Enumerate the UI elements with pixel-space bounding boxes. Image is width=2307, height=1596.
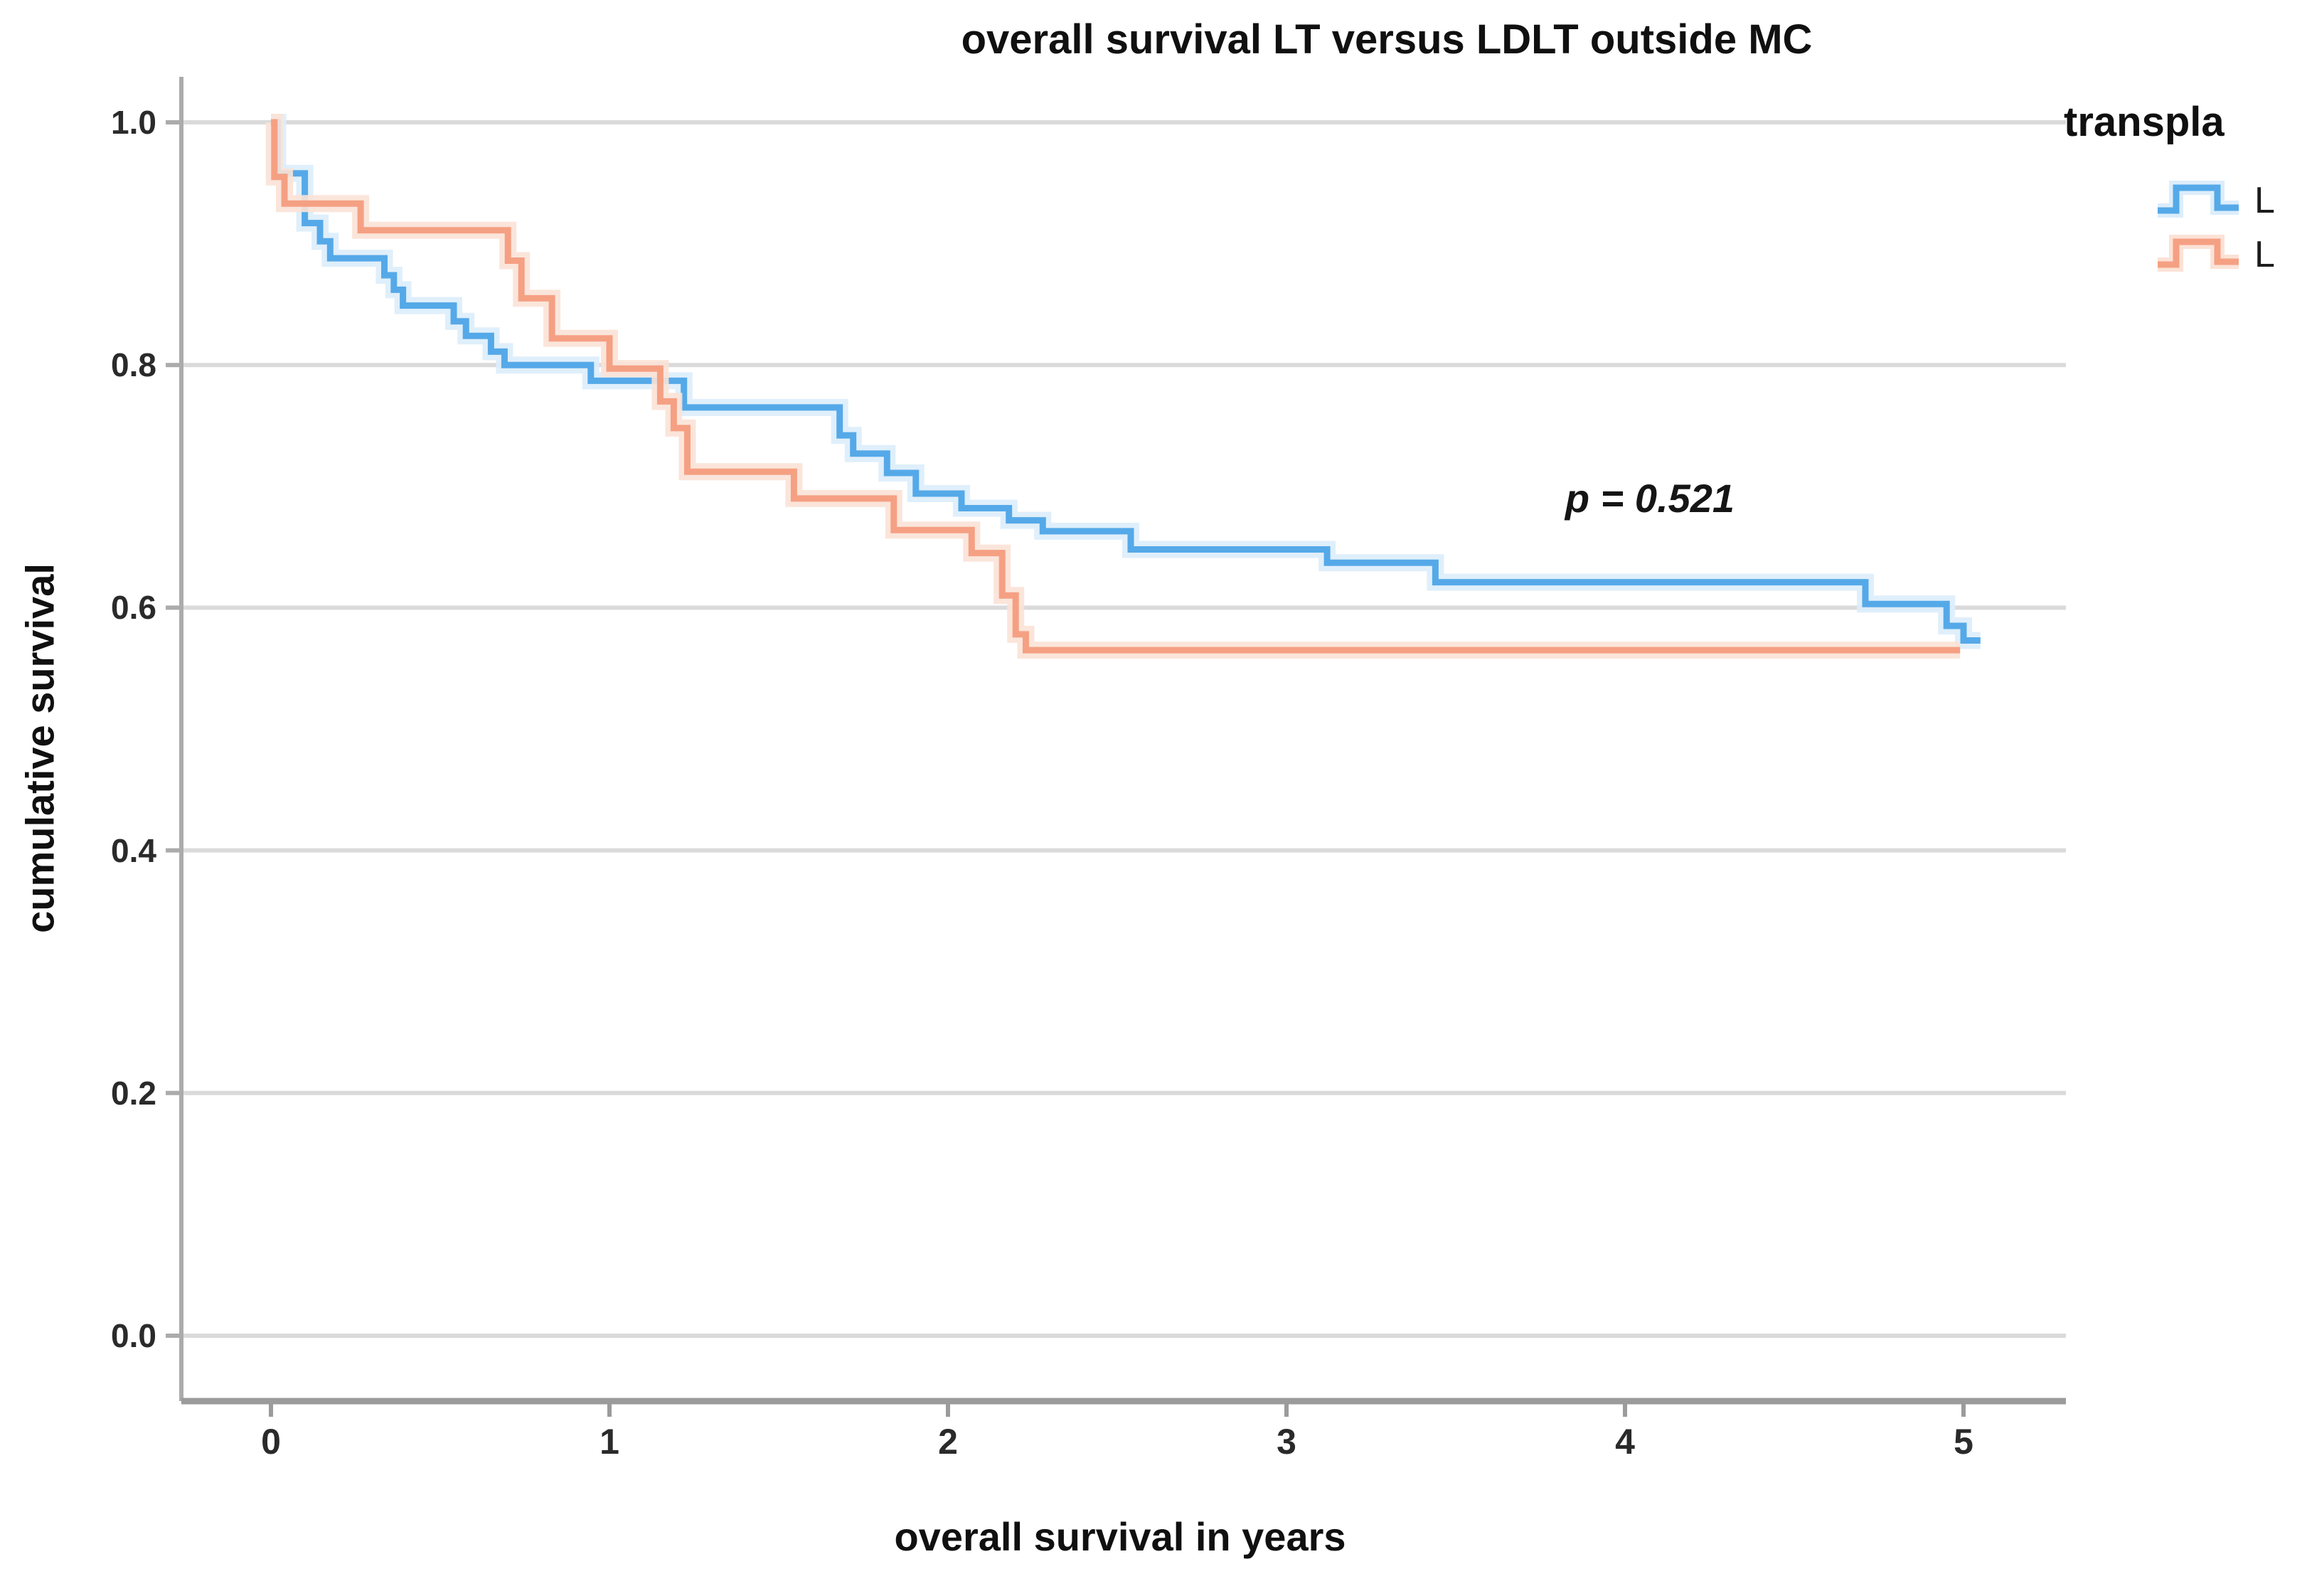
x-tick-label: 3 (1277, 1422, 1296, 1462)
p-value-annotation: p = 0.521 (1565, 476, 1735, 521)
legend-item-label: L (2254, 180, 2275, 221)
series-1-halo (265, 114, 1961, 659)
x-tick-label: 0 (261, 1422, 281, 1462)
y-tick-label: 0.2 (111, 1074, 156, 1112)
step-line-icon (2158, 235, 2239, 272)
x-tick-label: 5 (1954, 1422, 1973, 1462)
legend-item-label: L (2254, 234, 2275, 275)
series-0-step-line (271, 119, 1981, 644)
y-tick-label: 0.8 (111, 346, 156, 384)
y-tick-label: 0.0 (111, 1317, 156, 1354)
x-axis-title: overall survival in years (894, 1514, 1346, 1559)
y-tick-label: 1.0 (111, 104, 156, 141)
y-tick-label: 0.6 (111, 589, 156, 627)
step-line-icon (2158, 181, 2239, 218)
y-tick-label: 0.4 (111, 831, 156, 869)
x-tick-label: 4 (1615, 1422, 1635, 1462)
chart-title: overall survival LT versus LDLT outside … (961, 16, 1813, 63)
y-axis-title: cumulative survival (17, 563, 63, 933)
legend-item-orange: L (2155, 233, 2275, 276)
x-tick-label: 2 (938, 1422, 958, 1462)
x-tick-label: 1 (600, 1422, 619, 1462)
series-1-step-line (271, 119, 1961, 654)
legend-item-blue: L (2155, 179, 2275, 222)
series-0-halo (269, 114, 1981, 649)
legend-title: transpla (2064, 99, 2225, 145)
